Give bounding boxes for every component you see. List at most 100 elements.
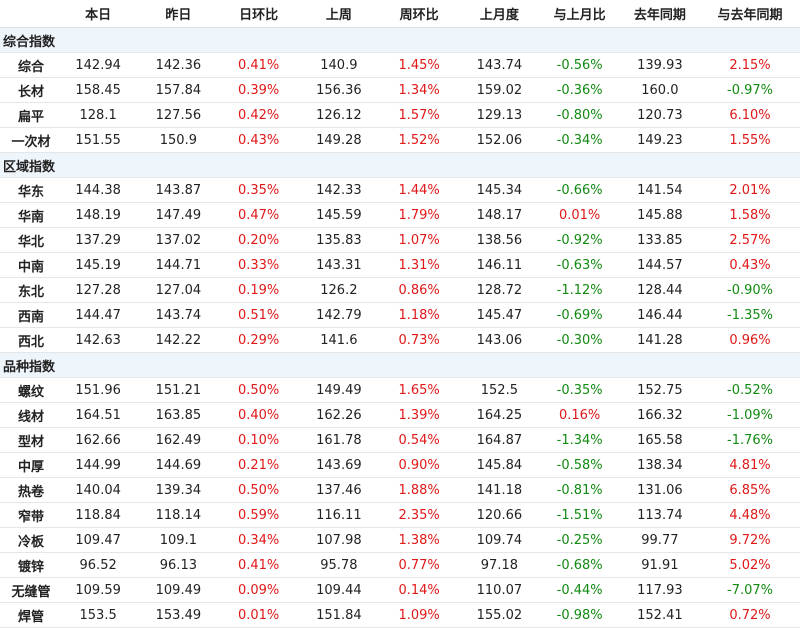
cell-last-week: 126.2: [298, 277, 379, 303]
cell-week-change: 1.52%: [379, 127, 460, 153]
cell-last-month: 164.87: [459, 427, 540, 453]
cell-year-change: -1.35%: [700, 302, 800, 328]
row-label: 中南: [0, 252, 58, 278]
cell-last-year: 138.34: [619, 452, 700, 478]
cell-today: 109.47: [58, 527, 139, 553]
cell-month-change: 0.01%: [539, 202, 620, 228]
header-cell-last-week: 上周: [298, 0, 379, 28]
cell-year-change: 2.15%: [700, 52, 800, 78]
cell-today: 137.29: [58, 227, 139, 253]
cell-last-year: 141.54: [619, 177, 700, 203]
cell-last-week: 151.84: [298, 602, 379, 628]
cell-day-change: 0.19%: [218, 277, 299, 303]
cell-week-change: 1.34%: [379, 77, 460, 103]
cell-last-week: 143.69: [298, 452, 379, 478]
cell-day-change: 0.41%: [218, 52, 299, 78]
cell-last-month: 145.34: [459, 177, 540, 203]
cell-yesterday: 147.49: [138, 202, 219, 228]
cell-last-year: 99.77: [619, 527, 700, 553]
row-label: 华东: [0, 177, 58, 203]
cell-day-change: 0.34%: [218, 527, 299, 553]
table-row: 华东 144.38 143.87 0.35% 142.33 1.44% 145.34 -0.6…: [0, 177, 800, 203]
table-header-row: 本日 昨日 日环比 上周 周环比 上月度 与上月比 去年同期 与去年同期: [0, 0, 800, 28]
table-row: 一次材 151.55 150.9 0.43% 149.28 1.52% 152.06 -0.3…: [0, 127, 800, 153]
header-cell-name: [0, 0, 58, 28]
cell-yesterday: 137.02: [138, 227, 219, 253]
cell-year-change: 2.01%: [700, 177, 800, 203]
section-title: 区域指数: [0, 152, 800, 178]
cell-year-change: -0.97%: [700, 77, 800, 103]
cell-year-change: 1.55%: [700, 127, 800, 153]
cell-today: 109.59: [58, 577, 139, 603]
row-label: 西南: [0, 302, 58, 328]
cell-yesterday: 151.21: [138, 377, 219, 403]
cell-week-change: 0.73%: [379, 327, 460, 353]
cell-last-week: 95.78: [298, 552, 379, 578]
cell-month-change: -0.44%: [539, 577, 620, 603]
cell-yesterday: 127.56: [138, 102, 219, 128]
cell-day-change: 0.09%: [218, 577, 299, 603]
cell-last-month: 138.56: [459, 227, 540, 253]
header-cell-last-month: 上月度: [459, 0, 540, 28]
cell-last-year: 117.93: [619, 577, 700, 603]
cell-yesterday: 153.49: [138, 602, 219, 628]
cell-day-change: 0.40%: [218, 402, 299, 428]
cell-today: 151.55: [58, 127, 139, 153]
cell-last-month: 159.02: [459, 77, 540, 103]
cell-year-change: 0.72%: [700, 602, 800, 628]
cell-month-change: -0.69%: [539, 302, 620, 328]
cell-year-change: 1.58%: [700, 202, 800, 228]
cell-yesterday: 139.34: [138, 477, 219, 503]
cell-yesterday: 143.74: [138, 302, 219, 328]
row-label: 线材: [0, 402, 58, 428]
table-row: 中厚 144.99 144.69 0.21% 143.69 0.90% 145.84 -0.5…: [0, 452, 800, 478]
table-row: 热卷 140.04 139.34 0.50% 137.46 1.88% 141.18 -0.8…: [0, 477, 800, 503]
table-row: 东北 127.28 127.04 0.19% 126.2 0.86% 128.72 -1.12…: [0, 277, 800, 303]
cell-year-change: -0.90%: [700, 277, 800, 303]
cell-last-year: 149.23: [619, 127, 700, 153]
cell-last-year: 133.85: [619, 227, 700, 253]
cell-day-change: 0.10%: [218, 427, 299, 453]
cell-year-change: 0.43%: [700, 252, 800, 278]
cell-week-change: 0.54%: [379, 427, 460, 453]
table-row: 无缝管 109.59 109.49 0.09% 109.44 0.14% 110.07 -0.…: [0, 577, 800, 603]
cell-last-week: 149.49: [298, 377, 379, 403]
row-label: 镀锌: [0, 552, 58, 578]
cell-last-year: 165.58: [619, 427, 700, 453]
cell-yesterday: 109.1: [138, 527, 219, 553]
cell-day-change: 0.50%: [218, 377, 299, 403]
row-label: 焊管: [0, 602, 58, 628]
cell-month-change: -0.92%: [539, 227, 620, 253]
cell-last-year: 166.32: [619, 402, 700, 428]
cell-week-change: 1.39%: [379, 402, 460, 428]
cell-week-change: 1.57%: [379, 102, 460, 128]
table-row: 长材 158.45 157.84 0.39% 156.36 1.34% 159.02 -0.3…: [0, 77, 800, 103]
cell-last-month: 145.84: [459, 452, 540, 478]
cell-month-change: -0.30%: [539, 327, 620, 353]
cell-week-change: 1.18%: [379, 302, 460, 328]
table-row: 冷板 109.47 109.1 0.34% 107.98 1.38% 109.74 -0.25…: [0, 527, 800, 553]
cell-last-year: 128.44: [619, 277, 700, 303]
cell-week-change: 1.09%: [379, 602, 460, 628]
cell-last-year: 146.44: [619, 302, 700, 328]
header-cell-yesterday: 昨日: [138, 0, 219, 28]
row-label: 热卷: [0, 477, 58, 503]
cell-today: 162.66: [58, 427, 139, 453]
cell-last-month: 148.17: [459, 202, 540, 228]
row-label: 华南: [0, 202, 58, 228]
cell-week-change: 1.79%: [379, 202, 460, 228]
cell-last-month: 145.47: [459, 302, 540, 328]
cell-last-month: 129.13: [459, 102, 540, 128]
cell-today: 158.45: [58, 77, 139, 103]
cell-last-week: 135.83: [298, 227, 379, 253]
cell-month-change: 0.16%: [539, 402, 620, 428]
row-label: 无缝管: [0, 577, 58, 603]
cell-today: 153.5: [58, 602, 139, 628]
cell-today: 118.84: [58, 502, 139, 528]
cell-day-change: 0.50%: [218, 477, 299, 503]
cell-day-change: 0.59%: [218, 502, 299, 528]
cell-day-change: 0.01%: [218, 602, 299, 628]
cell-last-week: 149.28: [298, 127, 379, 153]
cell-last-week: 161.78: [298, 427, 379, 453]
row-label: 扁平: [0, 102, 58, 128]
